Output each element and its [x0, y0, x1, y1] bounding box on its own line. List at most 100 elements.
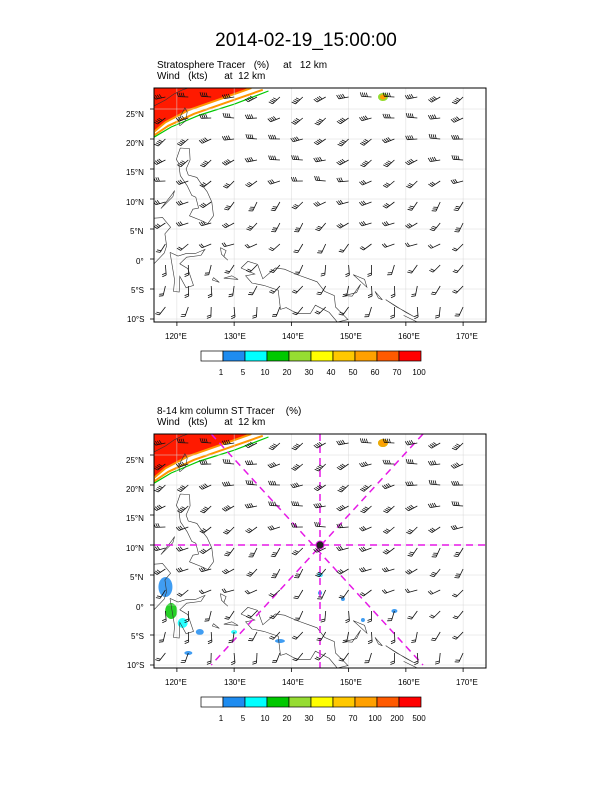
wind-barb-feather	[249, 480, 252, 485]
wind-barb-feather	[429, 503, 433, 508]
wind-barb-feather	[429, 528, 434, 532]
colorbar-swatch	[200, 696, 224, 708]
wind-barb-feather	[178, 163, 183, 166]
wind-barb-feather	[390, 295, 396, 299]
coastline	[220, 247, 229, 261]
wind-barb-feather	[384, 163, 389, 166]
wind-barb-feather	[390, 293, 395, 297]
wind-barb	[269, 505, 280, 507]
wind-barb-feather	[202, 548, 207, 552]
p2-lon-tick: 120°E	[165, 678, 187, 687]
wind-barb-feather	[274, 501, 277, 506]
wind-barb-feather	[339, 223, 344, 227]
wind-barb-feather	[318, 441, 323, 446]
wind-barb-feather	[179, 525, 184, 530]
wind-barb-feather	[409, 459, 412, 464]
wind-barb-feather	[179, 567, 183, 572]
wind-barb-feather	[385, 483, 390, 488]
panel-1-colorbar	[200, 350, 422, 362]
wind-barb-feather	[407, 113, 410, 118]
wind-barb-feather	[427, 503, 431, 508]
wind-barb-feather	[409, 529, 414, 532]
panel-1-subtitle-line-2: Wind (kts) at 12 km	[157, 71, 266, 82]
wind-barb-feather	[431, 460, 435, 465]
wind-barb-feather	[247, 227, 252, 230]
wind-barb-feather	[383, 221, 388, 226]
tracer-blob	[165, 603, 178, 619]
wind-barb-feather	[248, 442, 253, 447]
wind-barb	[384, 442, 395, 444]
wind-barb-feather	[340, 487, 345, 490]
wind-barb-feather	[406, 531, 411, 535]
wind-barb-feather	[454, 98, 459, 102]
wind-barb-feather	[433, 96, 438, 100]
wind-barb-feather	[159, 639, 164, 641]
map-plot-area	[154, 434, 486, 668]
wind-barb-feather	[246, 157, 250, 162]
wind-barb-feather	[222, 458, 225, 464]
wind-barb-feather	[268, 501, 271, 506]
wind-barb-feather	[198, 244, 203, 248]
wind-barb-feather	[269, 637, 274, 640]
p1-lat-tick: 10°N	[126, 198, 144, 207]
wind-barb-feather	[381, 589, 386, 594]
p1-lat-tick: 15°N	[126, 168, 144, 177]
wind-barb-feather	[223, 481, 227, 487]
wind-barb-feather	[433, 114, 437, 119]
wind-barb-feather	[360, 116, 365, 121]
wind-barb-feather	[408, 505, 413, 510]
wind-barb-feather	[158, 641, 164, 643]
tracer-blob	[391, 609, 398, 613]
wind-barb-feather	[157, 487, 162, 490]
wind-barb-feather	[386, 92, 389, 97]
wind-barb-feather	[271, 462, 275, 467]
wind-barb-feather	[435, 314, 440, 317]
wind-barb-feather	[291, 121, 296, 125]
wind-barb-feather	[429, 615, 434, 619]
wind-barb-feather	[201, 163, 206, 166]
wind-barb-feather	[178, 246, 183, 250]
wind-barb-feather	[382, 485, 386, 490]
wind-barb-feather	[316, 467, 321, 470]
wind-barb-feather	[244, 244, 249, 249]
wind-barb-feather	[341, 139, 346, 143]
wind-barb-feather	[274, 134, 277, 140]
wind-barb-feather	[340, 523, 343, 528]
wind-barb-feather	[246, 589, 250, 594]
wind-barb-feather	[204, 620, 209, 622]
wind-barb-feather	[432, 571, 437, 574]
wind-barb-feather	[175, 117, 180, 122]
wind-barb-feather	[154, 201, 157, 205]
wind-barb-feather	[427, 115, 431, 120]
wind-barb-feather	[202, 161, 208, 165]
wind-barb-feather	[223, 94, 227, 99]
coastline	[344, 630, 361, 643]
wind-barb-feather	[293, 446, 298, 449]
wind-barb-feather	[365, 92, 368, 97]
wind-barb-feather	[223, 569, 228, 574]
wind-barb-feather	[453, 289, 458, 293]
p2-colorbar-label: 20	[282, 714, 292, 723]
wind-barb-feather	[341, 117, 346, 121]
wind-barb-feather	[244, 114, 248, 119]
wind-barb-feather	[359, 463, 363, 468]
wind-barb-feather	[318, 464, 324, 468]
wind-barb-feather	[206, 662, 212, 665]
wind-barb-feather	[223, 223, 228, 228]
wind-barb-feather	[293, 100, 298, 103]
wind-barb-feather	[201, 438, 204, 443]
p2-lat-tick: 10°S	[127, 661, 145, 670]
wind-barb-feather	[204, 483, 208, 487]
wind-barb-feather	[181, 506, 186, 510]
wind-barb-feather	[316, 656, 321, 660]
panel-2-colorbar	[200, 696, 422, 708]
wind-barb-feather	[175, 568, 180, 573]
wind-barb-feather	[386, 459, 389, 465]
wind-barb-feather	[408, 569, 413, 573]
wind-barb-feather	[405, 135, 408, 140]
wind-barb-feather	[158, 117, 163, 121]
wind-barb-feather	[429, 98, 434, 102]
wind-barb-feather	[251, 134, 254, 139]
wind-barb-feather	[454, 577, 459, 579]
wind-barb-feather	[338, 160, 342, 165]
